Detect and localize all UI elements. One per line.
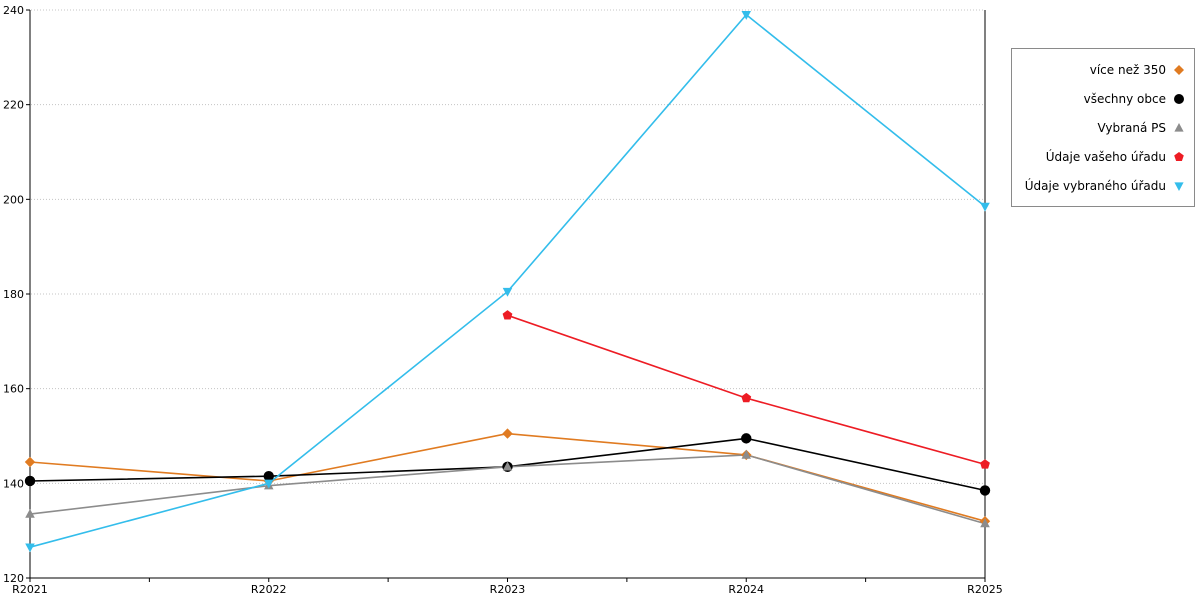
diamond-icon — [1174, 64, 1184, 75]
svg-text:R2021: R2021 — [12, 583, 48, 596]
svg-text:R2022: R2022 — [251, 583, 287, 596]
legend-label: Vybraná PS — [1097, 120, 1166, 135]
legend-label: všechny obce — [1083, 91, 1166, 106]
chart-legend: více než 350 všechny obce Vybraná PS Úda… — [1011, 48, 1195, 207]
legend-label: Údaje vašeho úřadu — [1045, 149, 1166, 164]
svg-text:180: 180 — [3, 288, 24, 301]
svg-text:140: 140 — [3, 477, 24, 490]
legend-label: více než 350 — [1089, 62, 1166, 77]
svg-text:200: 200 — [3, 193, 24, 206]
svg-text:240: 240 — [3, 4, 24, 17]
triangle-down-icon — [1174, 181, 1184, 191]
svg-text:160: 160 — [3, 383, 24, 396]
svg-text:R2023: R2023 — [490, 583, 526, 596]
pentagon-icon — [1174, 151, 1184, 161]
legend-item-vsechny-obce: všechny obce — [1018, 84, 1185, 113]
svg-text:120: 120 — [3, 572, 24, 585]
legend-item-udaje-vaseho-uradu: Údaje vašeho úřadu — [1018, 142, 1185, 171]
svg-text:220: 220 — [3, 99, 24, 112]
svg-text:R2024: R2024 — [728, 583, 764, 596]
svg-text:R2025: R2025 — [967, 583, 1003, 596]
legend-item-udaje-vybraneho-uradu: Údaje vybraného úřadu — [1018, 171, 1185, 200]
triangle-up-icon — [1174, 122, 1184, 132]
circle-icon — [1174, 93, 1184, 104]
legend-item-vybrana-ps: Vybraná PS — [1018, 113, 1185, 142]
legend-item-vice-nez-350: více než 350 — [1018, 55, 1185, 84]
legend-label: Údaje vybraného úřadu — [1024, 178, 1166, 193]
